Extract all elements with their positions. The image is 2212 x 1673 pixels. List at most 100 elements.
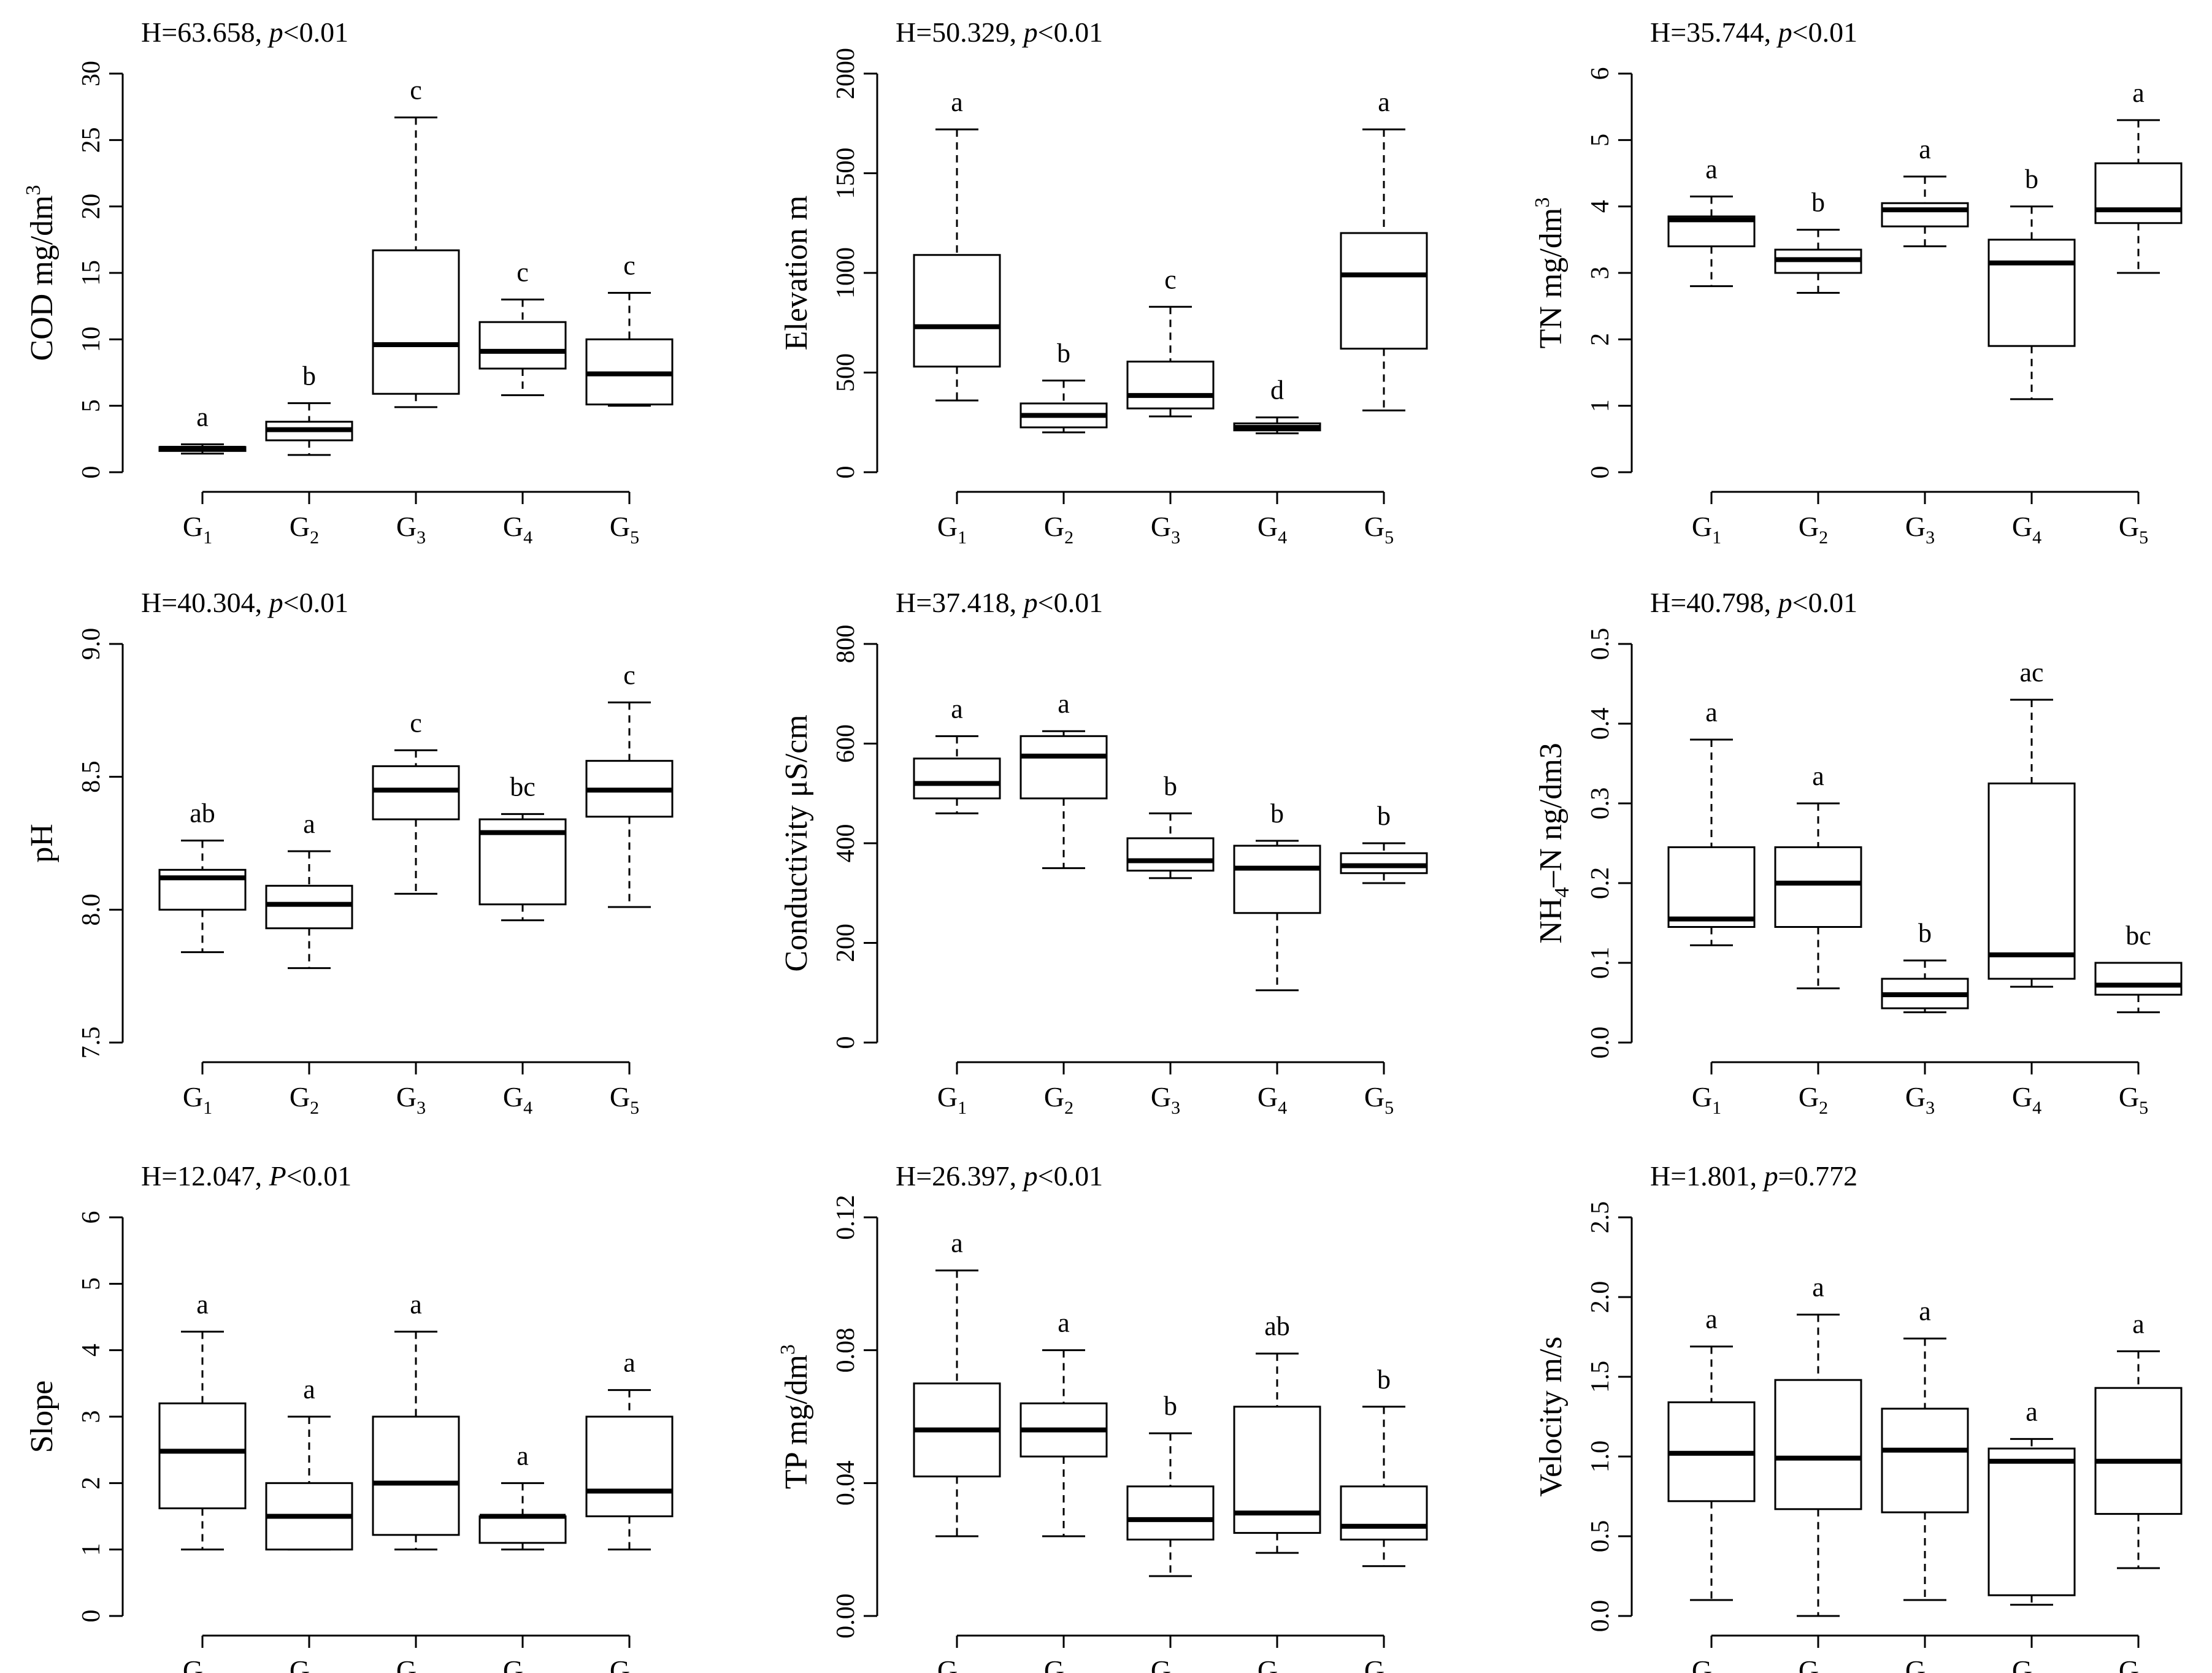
- iqr-box: [478, 1515, 567, 1544]
- y-tick-label: 15: [77, 260, 106, 286]
- y-tick-label: 0: [77, 1610, 106, 1623]
- x-tick-label: G4: [1258, 1081, 1287, 1118]
- iqr-box: [913, 254, 1001, 368]
- significance-letter: a: [2132, 1309, 2145, 1339]
- y-tick-label: 500: [832, 353, 860, 392]
- x-tick-label: G1: [937, 1081, 967, 1118]
- y-axis-label: pH: [25, 824, 60, 863]
- significance-letter: a: [410, 1289, 422, 1319]
- y-tick-label: 1.5: [1586, 1361, 1615, 1393]
- y-tick-label: 30: [77, 61, 106, 86]
- significance-letter: a: [196, 402, 209, 432]
- significance-letter: a: [1058, 1308, 1070, 1338]
- significance-letter: a: [517, 1441, 529, 1471]
- significance-letter: b: [302, 361, 316, 391]
- y-tick-label: 7.5: [77, 1027, 106, 1059]
- y-tick-label: 0.3: [1586, 787, 1615, 820]
- x-tick-label: G1: [183, 1081, 212, 1118]
- significance-letter: b: [1918, 918, 1932, 948]
- iqr-box: [1774, 846, 1862, 928]
- significance-letter: b: [1270, 798, 1284, 829]
- x-tick-label: G3: [1151, 1655, 1180, 1673]
- x-tick-label: G5: [1364, 1655, 1394, 1673]
- significance-letter: b: [1057, 339, 1070, 369]
- x-tick-label: G1: [183, 511, 212, 548]
- chart-panel: H=50.329, p<0.01 0 500 1000 1500 2000 Elevatio…: [779, 17, 1428, 548]
- iqr-box: [1126, 1485, 1215, 1541]
- y-tick-label: 2: [77, 1477, 106, 1490]
- y-tick-label: 0: [77, 466, 106, 479]
- y-axis-label: Elevation m: [779, 196, 814, 351]
- significance-letter: c: [410, 75, 422, 105]
- significance-letter: b: [1811, 188, 1825, 218]
- iqr-box: [265, 884, 353, 930]
- x-tick-label: G4: [503, 1655, 532, 1673]
- x-tick-label: G3: [396, 1655, 426, 1673]
- significance-letter: ac: [2019, 657, 2043, 687]
- x-tick-label: G2: [1799, 511, 1828, 548]
- y-tick-label: 5: [77, 399, 106, 412]
- y-tick-label: 3: [1586, 267, 1615, 280]
- significance-letter: b: [1164, 1391, 1177, 1421]
- x-tick-label: G5: [610, 1081, 639, 1118]
- iqr-box: [1126, 837, 1215, 872]
- chart-panel: H=26.397, p<0.01 0.00 0.04 0.08 0.12 TP mg/dm…: [777, 1160, 1428, 1673]
- significance-letter: c: [623, 251, 636, 281]
- significance-letter: ab: [1264, 1311, 1290, 1341]
- panel-title: H=40.798, p<0.01: [1650, 587, 1857, 618]
- y-tick-label: 8.0: [77, 894, 106, 926]
- chart-panel: H=40.304, p<0.01 7.5 8.0 8.5 9.0 pH G1 G2 G3 G4 G5…: [25, 587, 674, 1118]
- significance-letter: c: [517, 257, 529, 287]
- x-tick-label: G4: [2012, 1081, 2041, 1118]
- x-tick-label: G2: [290, 1655, 319, 1673]
- x-tick-label: G5: [610, 511, 639, 548]
- x-tick-label: G4: [2012, 511, 2041, 548]
- x-tick-label: G3: [1905, 1655, 1935, 1673]
- chart-panel: H=35.744, p<0.01 0 1 2 3 4 5 6 TN mg/dm3 G1 G2 G3 G4…: [1531, 17, 2183, 548]
- significance-letter: a: [303, 809, 315, 839]
- y-tick-label: 4: [1586, 200, 1615, 213]
- significance-letter: c: [1164, 264, 1177, 294]
- iqr-box: [1340, 232, 1428, 350]
- significance-letter: a: [1705, 1304, 1718, 1334]
- x-tick-label: G4: [1258, 1655, 1287, 1673]
- x-tick-label: G5: [610, 1655, 639, 1673]
- significance-letter: b: [1164, 771, 1177, 801]
- y-tick-label: 0.08: [832, 1328, 860, 1373]
- y-tick-label: 1000: [832, 247, 860, 299]
- significance-letter: bc: [510, 771, 536, 802]
- x-tick-label: G1: [1692, 1081, 1721, 1118]
- chart-panel: H=40.798, p<0.01 0.0 0.1 0.2 0.3 0.4 0.5 NH4–N …: [1534, 587, 2183, 1118]
- iqr-box: [372, 249, 460, 395]
- y-tick-label: 0: [832, 466, 860, 479]
- y-tick-label: 0.04: [832, 1461, 860, 1506]
- y-tick-label: 8.5: [77, 760, 106, 793]
- x-tick-label: G2: [290, 511, 319, 548]
- iqr-box: [2094, 162, 2183, 224]
- y-tick-label: 2000: [832, 48, 860, 99]
- y-tick-label: 6: [1586, 67, 1615, 80]
- y-axis-label: TN mg/dm3: [1531, 197, 1569, 349]
- y-axis-label: TP mg/dm3: [777, 1344, 814, 1489]
- significance-letter: a: [196, 1289, 209, 1319]
- y-tick-label: 1: [1586, 399, 1615, 412]
- x-tick-label: G5: [1364, 511, 1394, 548]
- iqr-box: [2094, 1387, 2183, 1515]
- x-tick-label: G5: [2119, 511, 2148, 548]
- y-axis-label: COD mg/dm3: [22, 185, 60, 361]
- iqr-box: [1340, 1485, 1428, 1541]
- significance-letter: a: [1378, 87, 1390, 117]
- panel-title: H=12.047, P<0.01: [141, 1160, 351, 1192]
- significance-letter: a: [951, 694, 963, 724]
- significance-letter: a: [303, 1374, 315, 1404]
- y-tick-label: 5: [1586, 134, 1615, 147]
- iqr-box: [1987, 239, 2076, 347]
- iqr-box: [478, 321, 567, 370]
- significance-letter: a: [1705, 154, 1718, 184]
- iqr-box: [1987, 783, 2076, 980]
- y-tick-label: 2: [1586, 333, 1615, 346]
- y-tick-label: 10: [77, 326, 106, 352]
- y-tick-label: 3: [77, 1411, 106, 1423]
- y-tick-label: 200: [832, 924, 860, 962]
- iqr-box: [913, 757, 1001, 800]
